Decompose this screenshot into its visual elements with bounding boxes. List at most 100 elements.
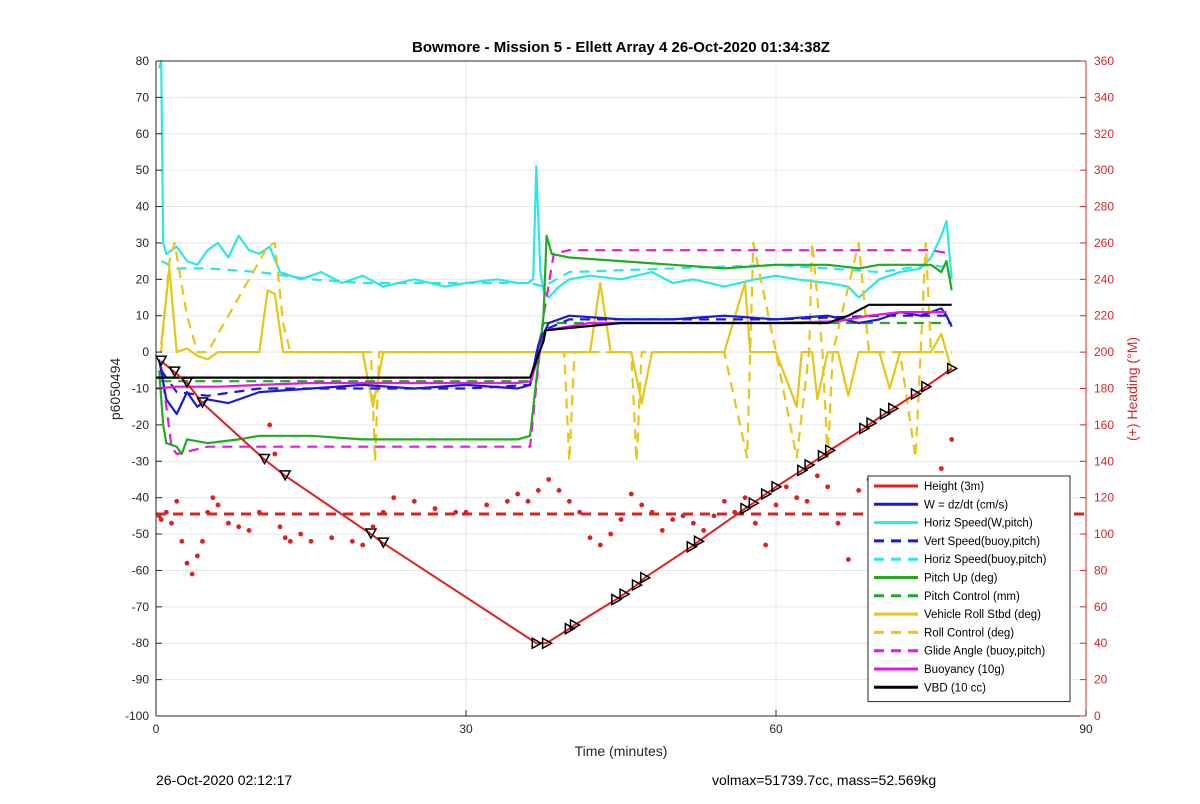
height-marker <box>631 578 644 592</box>
heading-point <box>938 466 944 471</box>
heading-point <box>711 513 717 519</box>
y2-tick-label: 140 <box>1094 454 1114 468</box>
heading-point <box>732 509 738 515</box>
height-marker <box>640 571 652 584</box>
y-tick-label: -30 <box>132 454 150 468</box>
heading-point <box>391 495 397 501</box>
heading-point <box>287 538 293 544</box>
y-tick-label: -50 <box>132 527 150 541</box>
y-axis-left: 80 70 60 50 40 30 20 10 0 -10 -20 -30 -40 -50 -60 -70 -8… <box>125 54 162 723</box>
heading-point <box>804 498 810 504</box>
x-tick-label: 90 <box>1079 722 1093 736</box>
heading-point <box>587 535 593 541</box>
heading-point <box>205 509 211 515</box>
height-marker <box>196 397 209 409</box>
height-marker <box>531 636 543 650</box>
height-marker <box>797 464 809 477</box>
heading-point <box>189 571 195 577</box>
height-marker <box>866 416 878 430</box>
height-marker <box>760 487 773 501</box>
heading-point <box>690 520 696 526</box>
height-marker <box>879 407 892 421</box>
legend-label: Pitch Control (mm) <box>924 591 1020 603</box>
heading-point <box>515 491 521 497</box>
height-marker <box>258 453 271 466</box>
series-layer <box>154 59 1086 650</box>
heading-point <box>566 498 572 504</box>
height-marker <box>946 362 959 375</box>
height-marker <box>888 402 900 415</box>
y2-tick-label: 280 <box>1094 200 1114 214</box>
heading-point <box>349 538 355 544</box>
heading-point <box>174 498 180 504</box>
heading-point <box>200 538 205 544</box>
y-tick-label: -20 <box>132 418 150 432</box>
heading-point <box>184 560 190 566</box>
heading-point <box>783 484 789 490</box>
heading-point <box>721 498 727 504</box>
legend-label: Horiz Speed(buoy,pitch) <box>924 554 1047 566</box>
x-tick-label: 0 <box>153 722 160 736</box>
y2-tick-label: 180 <box>1094 382 1114 396</box>
y2-tick-label: 20 <box>1094 673 1108 687</box>
heading-point <box>463 509 469 515</box>
height-marker <box>278 470 292 482</box>
heading-point <box>370 524 376 530</box>
heading-point <box>194 553 200 559</box>
heading-point <box>329 535 335 541</box>
y-tick-label: 30 <box>136 236 150 250</box>
y-tick-label: 40 <box>136 200 150 214</box>
heading-point <box>210 495 216 501</box>
heading-point <box>856 487 862 493</box>
height-marker <box>859 422 871 435</box>
height-marker <box>910 387 923 401</box>
legend-label: Vehicle Roll Stbd (deg) <box>924 609 1041 621</box>
height-marker <box>180 377 194 389</box>
height-marker <box>154 355 168 367</box>
series-line <box>158 59 953 299</box>
heading-point <box>597 542 603 548</box>
y2-tick-label: 260 <box>1094 236 1114 250</box>
heading-point <box>272 451 278 457</box>
height-marker <box>377 537 390 549</box>
series-line <box>158 307 953 416</box>
height-marker <box>824 444 837 457</box>
y-tick-label: -80 <box>132 636 150 650</box>
y2-tick-label: 80 <box>1094 563 1108 577</box>
heading-point <box>763 542 769 548</box>
heading-point <box>432 506 438 511</box>
heading-point <box>949 437 955 442</box>
y-axis-label: p6050494 <box>107 358 123 421</box>
y2-tick-label: 100 <box>1094 527 1114 541</box>
heading-point <box>236 524 242 530</box>
heading-point <box>380 509 386 515</box>
y-tick-label: 20 <box>136 272 150 286</box>
height-marker <box>619 587 631 601</box>
chart-title: Bowmore - Mission 5 - Ellett Array 4 26-… <box>412 39 830 56</box>
y-tick-label: 60 <box>136 127 150 141</box>
height-marker <box>817 449 830 463</box>
heading-point <box>773 502 779 508</box>
heading-point <box>267 422 273 428</box>
heading-point <box>360 542 366 548</box>
legend-label: Pitch Up (deg) <box>924 573 998 585</box>
heading-point <box>298 531 304 537</box>
y-tick-label: -70 <box>132 600 150 614</box>
y-tick-label: -40 <box>132 491 150 505</box>
heading-point <box>158 517 164 522</box>
heading-point <box>535 487 541 493</box>
heading-point <box>308 538 314 544</box>
heading-point <box>411 498 417 504</box>
y2-tick-label: 360 <box>1094 54 1114 68</box>
series-line <box>160 360 953 645</box>
heading-point <box>814 473 820 479</box>
height-marker <box>364 528 378 540</box>
x-axis: 0 30 60 90 <box>153 710 1093 736</box>
height-marker <box>569 618 582 632</box>
heading-point <box>649 509 655 515</box>
series-line <box>160 267 953 408</box>
heading-point <box>556 487 562 493</box>
heading-point <box>256 509 262 515</box>
legend-label: Roll Control (deg) <box>924 627 1014 639</box>
